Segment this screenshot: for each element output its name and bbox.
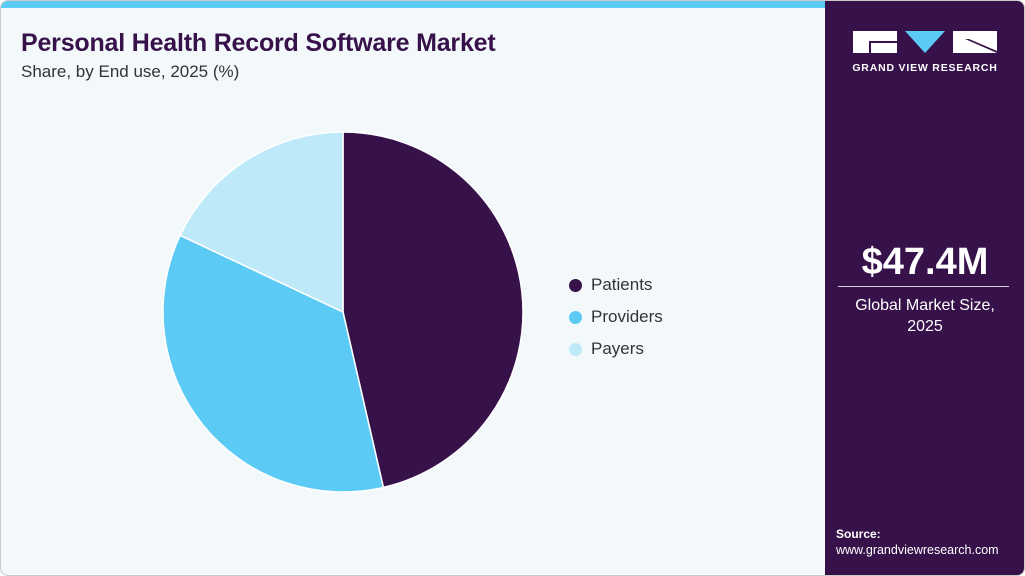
- caption-line-1: Global Market Size,: [855, 297, 995, 314]
- market-size-value: $47.4M: [861, 241, 989, 283]
- caption-line-2: 2025: [907, 318, 943, 335]
- legend-label: Providers: [591, 307, 663, 326]
- chart-title: Personal Health Record Software Market: [21, 29, 496, 57]
- grand-view-research-logo-icon: [853, 31, 997, 53]
- pie-slice-providers: [162, 234, 385, 493]
- brand-name: GRAND VIEW RESEARCH: [852, 62, 998, 74]
- divider: [838, 286, 1009, 287]
- legend-item-payers: Payers: [569, 333, 663, 365]
- accent-bar: [1, 1, 825, 8]
- legend-dot-icon: [569, 278, 582, 292]
- source-label: Source:: [836, 527, 881, 541]
- legend-item-providers: Providers: [569, 301, 663, 333]
- source-url: www.grandviewresearch.com: [836, 543, 999, 557]
- pie-slice-patients: [342, 131, 524, 489]
- pie-slice-payers: [179, 131, 344, 314]
- chart-subtitle: Share, by End use, 2025 (%): [21, 62, 240, 81]
- legend: Patients Providers Payers: [569, 269, 663, 365]
- market-size-caption: Global Market Size, 2025: [825, 295, 1024, 337]
- legend-item-patients: Patients: [569, 269, 663, 301]
- sidebar-panel: GRAND VIEW RESEARCH $47.4M Global Market…: [825, 1, 1024, 575]
- legend-label: Patients: [591, 275, 653, 294]
- pie-chart: [162, 131, 524, 493]
- legend-dot-icon: [569, 342, 582, 356]
- legend-dot-icon: [569, 310, 582, 324]
- legend-label: Payers: [591, 339, 644, 358]
